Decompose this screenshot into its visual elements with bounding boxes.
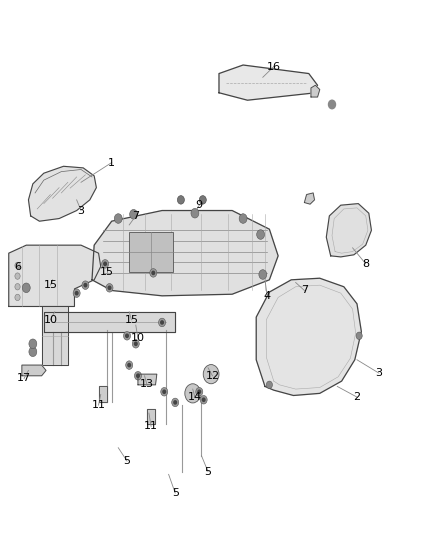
Polygon shape xyxy=(304,193,314,204)
Polygon shape xyxy=(219,65,318,100)
Circle shape xyxy=(137,374,139,377)
Polygon shape xyxy=(147,409,155,424)
Polygon shape xyxy=(129,232,173,272)
Circle shape xyxy=(106,284,113,292)
Polygon shape xyxy=(44,312,175,332)
Circle shape xyxy=(328,100,336,109)
Polygon shape xyxy=(92,211,278,296)
Circle shape xyxy=(150,269,157,277)
Text: 7: 7 xyxy=(132,211,139,221)
Circle shape xyxy=(15,294,20,301)
Polygon shape xyxy=(22,365,46,376)
Polygon shape xyxy=(99,386,107,402)
Text: 11: 11 xyxy=(92,400,106,410)
Circle shape xyxy=(102,260,109,268)
Circle shape xyxy=(266,381,272,389)
Circle shape xyxy=(257,230,265,239)
Circle shape xyxy=(161,387,168,396)
Circle shape xyxy=(134,342,137,345)
Text: 15: 15 xyxy=(100,267,114,277)
Polygon shape xyxy=(311,85,320,97)
Circle shape xyxy=(198,390,201,393)
Circle shape xyxy=(114,214,122,223)
Circle shape xyxy=(15,273,20,279)
Polygon shape xyxy=(42,306,68,365)
Circle shape xyxy=(15,262,20,269)
Text: 12: 12 xyxy=(205,371,219,381)
Circle shape xyxy=(191,208,199,218)
Text: 15: 15 xyxy=(43,280,57,290)
Circle shape xyxy=(73,289,80,297)
Polygon shape xyxy=(9,245,101,306)
Circle shape xyxy=(200,395,207,404)
Text: 14: 14 xyxy=(188,392,202,402)
Circle shape xyxy=(199,196,206,204)
Circle shape xyxy=(203,365,219,384)
Circle shape xyxy=(239,214,247,223)
Polygon shape xyxy=(326,204,371,257)
Circle shape xyxy=(29,339,37,349)
Text: 2: 2 xyxy=(353,392,360,402)
Circle shape xyxy=(161,321,163,324)
Circle shape xyxy=(185,384,201,403)
Circle shape xyxy=(159,318,166,327)
Circle shape xyxy=(196,387,203,396)
Text: 10: 10 xyxy=(43,315,57,325)
Circle shape xyxy=(130,209,138,219)
Circle shape xyxy=(202,398,205,401)
Text: 3: 3 xyxy=(78,206,85,215)
Circle shape xyxy=(174,401,177,404)
Circle shape xyxy=(22,283,30,293)
Circle shape xyxy=(15,284,20,290)
Circle shape xyxy=(172,398,179,407)
Text: 4: 4 xyxy=(264,291,271,301)
Circle shape xyxy=(104,262,106,265)
Circle shape xyxy=(177,196,184,204)
Circle shape xyxy=(82,281,89,289)
Polygon shape xyxy=(28,166,96,221)
Circle shape xyxy=(124,332,131,340)
Circle shape xyxy=(128,364,131,367)
Text: 5: 5 xyxy=(124,456,131,466)
Polygon shape xyxy=(256,278,361,395)
Text: 8: 8 xyxy=(362,259,369,269)
Circle shape xyxy=(132,340,139,348)
Text: 17: 17 xyxy=(17,374,31,383)
Text: 6: 6 xyxy=(14,262,21,271)
Text: 3: 3 xyxy=(375,368,382,378)
Text: 11: 11 xyxy=(144,422,158,431)
Circle shape xyxy=(356,332,362,340)
Circle shape xyxy=(29,347,37,357)
Circle shape xyxy=(134,372,141,380)
Text: 1: 1 xyxy=(108,158,115,167)
Circle shape xyxy=(259,270,267,279)
Text: 13: 13 xyxy=(140,379,154,389)
Circle shape xyxy=(108,286,111,289)
Circle shape xyxy=(84,284,87,287)
Circle shape xyxy=(126,361,133,369)
Text: 10: 10 xyxy=(131,334,145,343)
Text: 5: 5 xyxy=(172,488,179,498)
Polygon shape xyxy=(138,374,157,385)
Circle shape xyxy=(152,271,155,274)
Text: 5: 5 xyxy=(205,467,212,477)
Circle shape xyxy=(126,334,128,337)
Text: 16: 16 xyxy=(267,62,281,71)
Circle shape xyxy=(75,292,78,295)
Circle shape xyxy=(163,390,166,393)
Text: 7: 7 xyxy=(301,286,308,295)
Text: 15: 15 xyxy=(124,315,138,325)
Text: 9: 9 xyxy=(196,200,203,210)
